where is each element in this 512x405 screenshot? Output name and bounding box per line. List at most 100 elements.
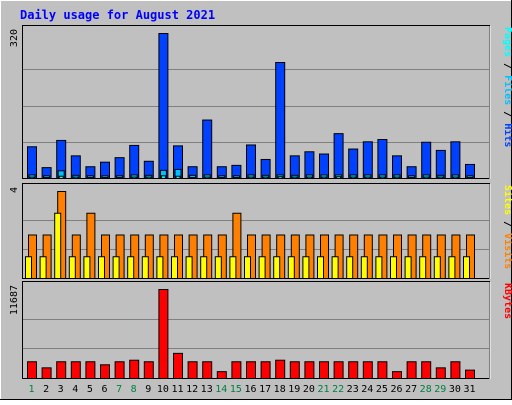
bar-sites-day-6 bbox=[98, 256, 105, 279]
bar-sites-day-30 bbox=[448, 256, 456, 279]
bar-kbytes-day-9 bbox=[143, 361, 154, 379]
day-label: 21 bbox=[317, 384, 329, 395]
bar-pages-day-15 bbox=[233, 177, 239, 179]
panel-hits-files-pages: 320 Pages / Files / Hits bbox=[9, 25, 512, 179]
legend-separator: / bbox=[502, 215, 512, 233]
bar-sites-day-4 bbox=[68, 256, 76, 279]
bar-sites-day-18 bbox=[273, 256, 281, 279]
legend-entry-files: Files bbox=[502, 75, 512, 105]
bar-kbytes-day-11 bbox=[173, 352, 183, 379]
bar-pages-day-22 bbox=[336, 176, 342, 179]
day-label: 27 bbox=[405, 384, 417, 395]
bar-pages-day-23 bbox=[350, 176, 356, 179]
bar-sites-day-5 bbox=[83, 256, 91, 279]
bar-kbytes-day-2 bbox=[41, 367, 52, 380]
day-label: 23 bbox=[347, 384, 359, 395]
y-max-label: 11687 bbox=[9, 285, 20, 315]
bar-sites-day-26 bbox=[390, 256, 397, 279]
day-label: 18 bbox=[274, 384, 286, 395]
bar-pages-day-16 bbox=[248, 176, 254, 179]
day-label: 8 bbox=[131, 384, 137, 395]
bar-pages-day-5 bbox=[87, 177, 93, 179]
bar-sites-day-13 bbox=[200, 256, 208, 279]
bar-pages-day-21 bbox=[321, 176, 327, 179]
bar-pages-day-19 bbox=[292, 176, 298, 179]
bar-pages-day-8 bbox=[131, 176, 137, 179]
bar-kbytes-day-18 bbox=[275, 359, 286, 380]
bar-sites-day-22 bbox=[331, 256, 339, 279]
day-label: 19 bbox=[288, 384, 300, 395]
bar-pages-day-2 bbox=[44, 177, 50, 179]
legend-separator: / bbox=[502, 57, 512, 75]
day-label: 15 bbox=[230, 384, 242, 395]
bar-pages-day-25 bbox=[379, 176, 385, 179]
bar-sites-day-29 bbox=[433, 256, 441, 279]
bar-hits-day-24 bbox=[362, 141, 373, 179]
bar-hits-day-10 bbox=[158, 33, 169, 179]
bar-pages-day-24 bbox=[365, 176, 371, 179]
bar-visits-day-15 bbox=[232, 212, 242, 279]
bar-pages-day-26 bbox=[394, 176, 400, 179]
bar-kbytes-day-24 bbox=[362, 361, 373, 379]
chart-title: Daily usage for August 2021 bbox=[20, 8, 215, 22]
bar-pages-day-13 bbox=[204, 176, 210, 179]
y-max-label: 4 bbox=[9, 187, 20, 193]
day-label: 11 bbox=[171, 384, 183, 395]
day-label: 30 bbox=[449, 384, 461, 395]
day-label: 24 bbox=[361, 384, 373, 395]
bar-hits-day-28 bbox=[421, 141, 432, 179]
day-label: 7 bbox=[116, 384, 122, 395]
bar-kbytes-day-8 bbox=[129, 359, 140, 380]
legend-visits-sites: Sites / Visits bbox=[502, 185, 512, 269]
bar-pages-day-6 bbox=[102, 177, 108, 179]
day-label: 1 bbox=[28, 384, 34, 395]
day-label: 29 bbox=[434, 384, 446, 395]
bar-pages-day-29 bbox=[438, 176, 444, 179]
bar-pages-day-17 bbox=[263, 176, 269, 179]
bar-kbytes-day-16 bbox=[246, 361, 256, 379]
legend-hits-files-pages: Pages / Files / Hits bbox=[502, 27, 512, 147]
bar-sites-day-11 bbox=[171, 256, 178, 279]
bar-pages-day-4 bbox=[73, 176, 79, 179]
legend-entry-pages: Pages bbox=[502, 27, 512, 57]
day-label: 22 bbox=[332, 384, 344, 395]
bar-kbytes-day-25 bbox=[377, 361, 388, 379]
bar-kbytes-day-23 bbox=[348, 361, 359, 379]
day-label: 10 bbox=[157, 384, 169, 395]
bar-pages-day-1 bbox=[29, 176, 35, 179]
bar-kbytes-day-30 bbox=[450, 361, 461, 379]
bar-pages-day-10 bbox=[160, 175, 166, 179]
day-label: 3 bbox=[58, 384, 64, 395]
bar-sites-day-1 bbox=[25, 256, 32, 279]
bar-kbytes-day-7 bbox=[114, 361, 125, 379]
bar-kbytes-day-10 bbox=[158, 289, 169, 379]
bar-sites-day-15 bbox=[229, 256, 237, 279]
day-label: 17 bbox=[259, 384, 271, 395]
bar-kbytes-day-20 bbox=[304, 361, 315, 379]
bar-kbytes-day-28 bbox=[421, 361, 432, 379]
bar-sites-day-10 bbox=[156, 256, 164, 279]
day-label: 14 bbox=[215, 384, 227, 395]
bar-hits-day-29 bbox=[435, 149, 446, 179]
bar-sites-day-9 bbox=[141, 256, 149, 279]
bar-sites-day-27 bbox=[404, 256, 412, 279]
bar-hits-day-22 bbox=[333, 133, 344, 179]
bar-pages-day-12 bbox=[190, 177, 196, 179]
x-axis-day-labels: 1 2 3 4 5 6 7 8 9 10 11 12 13 14 15 16 17 18 19 20 21 22 23 24 2… bbox=[28, 384, 475, 395]
bar-hits-day-1 bbox=[27, 146, 37, 179]
bar-pages-day-18 bbox=[277, 176, 283, 179]
bar-kbytes-day-13 bbox=[202, 361, 213, 379]
bar-kbytes-day-31 bbox=[465, 369, 475, 379]
bar-sites-day-20 bbox=[302, 256, 310, 279]
bar-hits-day-8 bbox=[129, 144, 140, 179]
bar-pages-day-31 bbox=[467, 177, 473, 179]
bar-sites-day-14 bbox=[214, 256, 222, 279]
bar-sites-day-24 bbox=[360, 256, 368, 279]
day-label: 9 bbox=[145, 384, 151, 395]
legend-entry-hits: Hits bbox=[502, 123, 512, 147]
bar-hits-day-13 bbox=[202, 119, 213, 179]
bar-sites-day-12 bbox=[185, 256, 193, 279]
bar-kbytes-day-17 bbox=[260, 361, 271, 379]
bar-sites-day-8 bbox=[127, 256, 135, 279]
